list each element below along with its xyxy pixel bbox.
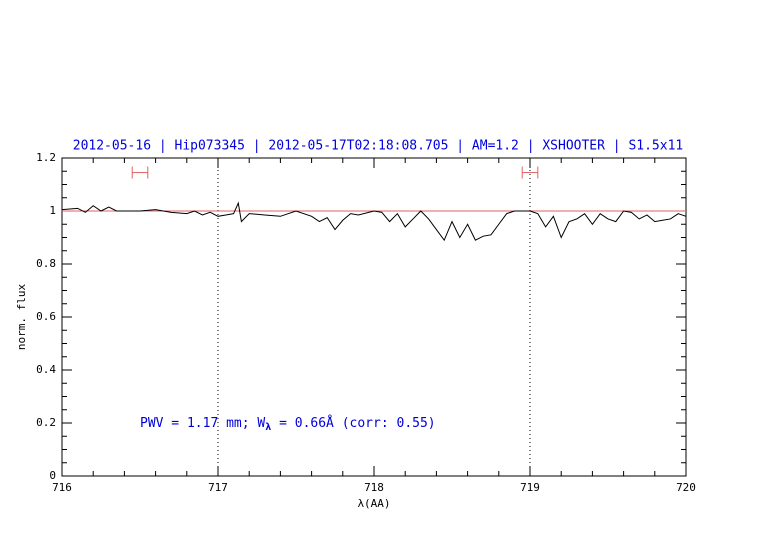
chart-title: 2012-05-16 | Hip073345 | 2012-05-17T02:1… xyxy=(73,139,683,154)
y-tick-label: 0.4 xyxy=(36,363,56,376)
y-tick-label: 0.8 xyxy=(36,257,56,270)
y-axis-label: norm. flux xyxy=(15,284,28,351)
y-tick-label: 1.2 xyxy=(36,151,56,164)
x-tick-label: 719 xyxy=(520,481,540,494)
annotation: PWV = 1.17 mm; Wλ = 0.66Å (corr: 0.55) xyxy=(140,415,436,434)
annotation-part: PWV = 1.17 mm; W xyxy=(140,416,265,431)
range-marker xyxy=(131,166,149,179)
annotation-part: λ xyxy=(265,422,271,433)
x-axis-label: λ(AA) xyxy=(357,497,390,510)
spectrum-line xyxy=(61,201,687,242)
y-tick-label: 0.2 xyxy=(36,416,56,429)
x-tick-label: 720 xyxy=(676,481,696,494)
x-tick-label: 718 xyxy=(364,481,384,494)
y-tick-label: 1 xyxy=(49,204,56,217)
range-marker xyxy=(521,166,539,179)
y-tick-label: 0 xyxy=(49,469,56,482)
x-tick-label: 717 xyxy=(208,481,228,494)
x-tick-label: 716 xyxy=(52,481,72,494)
y-tick-label: 0.6 xyxy=(36,310,56,323)
annotation-part: = 0.66Å (corr: 0.55) xyxy=(271,415,435,431)
